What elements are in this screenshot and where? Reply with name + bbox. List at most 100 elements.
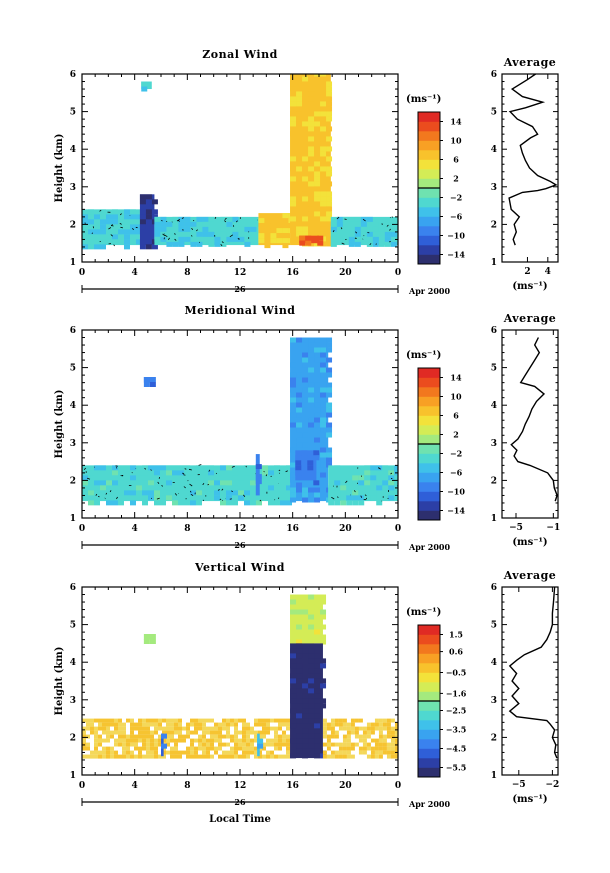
heatmap-cell	[301, 470, 308, 476]
heatmap-cell	[390, 746, 395, 751]
heatmap-cell	[394, 718, 398, 723]
heatmap-cell	[262, 746, 266, 751]
heatmap-cell	[290, 447, 297, 453]
heatmap-cell	[354, 738, 359, 743]
heatmap-cell	[296, 738, 303, 744]
heatmap-cell	[290, 422, 297, 428]
heatmap-cell	[186, 754, 190, 759]
panel-title: Zonal Wind	[202, 48, 278, 61]
heatmap-cell	[118, 722, 122, 727]
heatmap-cell	[314, 753, 321, 759]
heatmap-cell	[206, 742, 210, 747]
heatmap-cell	[151, 199, 158, 205]
heatmap-cell	[154, 216, 161, 222]
heatmap-cell	[378, 742, 383, 747]
heatmap-cell	[161, 733, 167, 739]
heatmap-cell	[150, 734, 154, 739]
heatmap-cell	[238, 734, 242, 739]
heatmap-cell	[296, 337, 303, 343]
heatmap-cell	[208, 475, 214, 481]
heatmap-cell	[274, 734, 278, 739]
heatmap-cell	[106, 726, 110, 731]
heatmap-cell	[166, 750, 170, 755]
heatmap-cell	[226, 738, 230, 743]
heatmap-cell	[390, 750, 395, 755]
heatmap-cell	[326, 61, 332, 66]
heatmap-cell	[184, 490, 190, 496]
heatmap-cell	[378, 738, 383, 743]
heatmap-cell	[208, 480, 214, 486]
heatmap-cell	[149, 382, 156, 387]
heatmap-cell	[320, 452, 327, 458]
heatmap-cell	[143, 639, 150, 644]
heatmap-cell	[258, 734, 262, 739]
heatmap-cell	[94, 214, 100, 220]
heatmap-cell	[136, 224, 142, 230]
heatmap-cell	[314, 492, 321, 498]
heatmap-cell	[206, 734, 210, 739]
colorbar-tick-label: −10	[447, 231, 465, 241]
heatmap-cell	[198, 726, 202, 731]
heatmap-cell	[266, 754, 270, 759]
colorbar-swatch	[418, 653, 440, 664]
heatmap-cell	[354, 742, 359, 747]
heatmap-cell	[82, 746, 86, 751]
heatmap-cell	[242, 742, 246, 747]
heatmap-cell	[202, 726, 206, 731]
heatmap-cell	[154, 734, 158, 739]
heatmap-cell	[320, 161, 327, 167]
heatmap-cell	[106, 500, 112, 506]
heatmap-cell	[218, 734, 222, 739]
heatmap-cell	[302, 648, 309, 654]
heatmap-cell	[94, 742, 98, 747]
heatmap-cell	[214, 750, 218, 755]
heatmap-cell	[348, 216, 355, 222]
heatmap-cell	[308, 594, 315, 600]
x-axis-ticks: 0 4 8 12 16 20 0	[79, 587, 401, 791]
heatmap-cell	[88, 209, 94, 215]
heatmap-cell	[394, 465, 398, 471]
heatmap-cell	[326, 392, 333, 398]
heatmap-cell	[362, 730, 367, 735]
heatmap-cell	[90, 738, 94, 743]
heatmap-cell	[146, 742, 150, 747]
heatmap-cell	[126, 754, 130, 759]
heatmap-cell	[286, 485, 292, 491]
heatmap-cell	[302, 402, 309, 408]
colorbar-tick-label: 6	[453, 155, 459, 165]
heatmap-cell	[326, 241, 333, 247]
heatmap-cell	[166, 730, 170, 735]
heatmap-cell	[214, 495, 220, 501]
average-frame	[501, 73, 559, 263]
heatmap-cell	[386, 750, 391, 755]
heatmap-cell	[230, 746, 234, 751]
heatmap-cell	[210, 734, 214, 739]
heatmap-cell	[302, 352, 309, 358]
heatmap-cell	[270, 746, 274, 751]
heatmap-cell	[246, 738, 250, 743]
heatmap-cell	[274, 746, 278, 751]
heatmap-cell	[149, 377, 156, 382]
heatmap-cell	[210, 754, 214, 759]
heatmap-cell	[308, 56, 314, 61]
heatmap-cell	[378, 718, 383, 723]
heatmap-cell	[346, 734, 351, 739]
heatmap-cell	[198, 738, 202, 743]
average-y-tick-label: 4	[491, 145, 497, 155]
heatmap-cell	[150, 726, 154, 731]
heatmap-cell	[218, 746, 222, 751]
heatmap-cell	[94, 726, 98, 731]
heatmap-cell	[362, 750, 367, 755]
heatmap-cell	[302, 337, 309, 343]
heatmap-cell	[82, 219, 88, 225]
heatmap-cell	[314, 462, 321, 468]
heatmap-cell	[196, 495, 202, 501]
heatmap-cell	[190, 746, 194, 751]
heatmap-cell	[302, 442, 309, 448]
heatmap-cell	[202, 750, 206, 755]
heatmap-cell	[160, 495, 166, 501]
heatmap-cell	[326, 196, 333, 202]
heatmap-cell	[320, 126, 327, 132]
heatmap-cell	[270, 742, 274, 747]
